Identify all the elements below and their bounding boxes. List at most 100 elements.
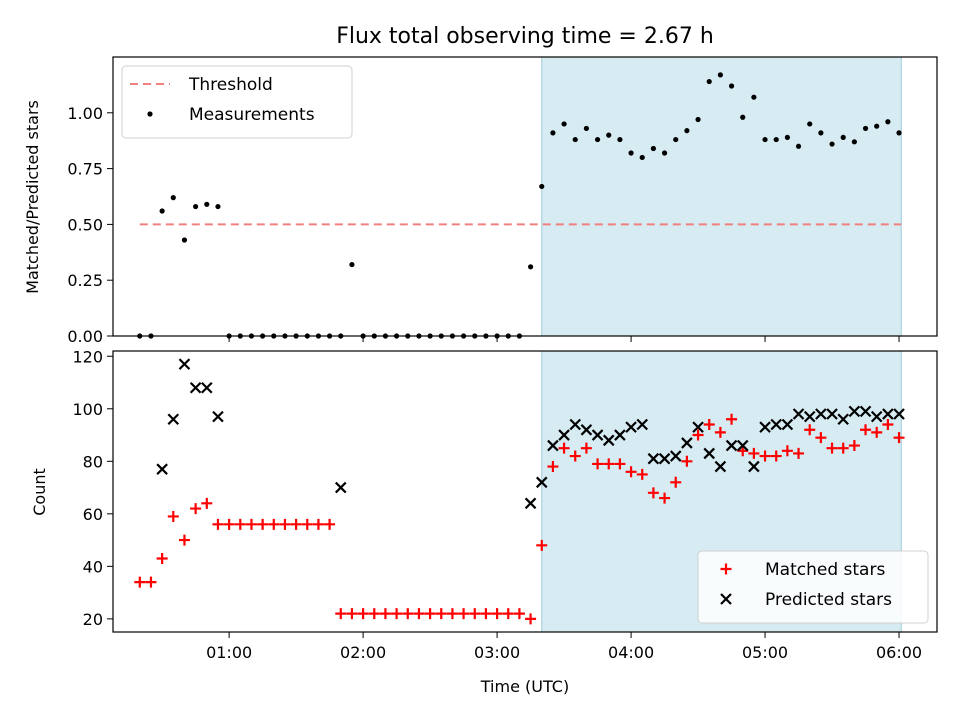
top-legend: Threshold Measurements — [121, 65, 353, 139]
top-y-tick-label: 0.75 — [67, 160, 103, 179]
measurement-point — [159, 208, 165, 214]
measurement-point — [773, 136, 779, 143]
measurement-point — [862, 125, 869, 132]
matched-stars-point — [201, 497, 213, 509]
matched-stars-point — [804, 424, 816, 436]
bottom-x-tick-label: 03:00 — [474, 643, 520, 662]
measurement-point — [885, 119, 891, 125]
bottom-x-tick-label: 05:00 — [742, 643, 788, 662]
predicted-stars-point — [167, 413, 180, 426]
matched-stars-point — [647, 487, 659, 499]
predicted-stars-point — [759, 421, 771, 433]
matched-stars-point — [212, 518, 224, 530]
bottom-y-tick-label: 120 — [72, 347, 103, 366]
matched-stars-point — [569, 450, 581, 462]
measurement-point — [840, 134, 846, 140]
matched-stars-point — [234, 518, 246, 530]
measurement-point — [650, 145, 657, 152]
bottom-x-tick-label: 01:00 — [206, 643, 252, 662]
measurement-point — [561, 121, 567, 127]
chart-title: Flux total observing time = 2.67 h — [336, 24, 714, 49]
predicted-stars-point — [614, 429, 626, 441]
matched-stars-point — [837, 442, 849, 454]
matched-stars-point — [190, 503, 202, 515]
predicted-stars-point — [692, 421, 704, 433]
measurement-point — [349, 261, 355, 268]
predicted-stars-point — [569, 418, 582, 431]
bottom-series-2 — [156, 358, 905, 510]
top-series-1 — [137, 72, 902, 339]
top-panel: 0.00 0.25 0.50 0.75 1.00 Threshold Measurement… — [67, 56, 938, 346]
predicted-stars-point — [770, 418, 782, 431]
matched-stars-point — [536, 539, 548, 551]
matched-stars-point — [156, 552, 168, 564]
legend-matched-handle — [720, 563, 732, 575]
legend-label: Measurements — [189, 105, 315, 125]
matched-stars-point — [391, 608, 403, 620]
top-y-axis-label: Matched/Predicted stars — [23, 100, 42, 294]
matched-stars-point — [737, 445, 749, 457]
matched-stars-point — [290, 518, 302, 530]
matched-stars-point — [848, 440, 860, 452]
matched-stars-point — [670, 476, 682, 488]
measurement-point — [617, 136, 623, 143]
matched-stars-point — [893, 432, 905, 444]
matched-stars-point — [681, 455, 693, 467]
matched-stars-point — [871, 426, 883, 438]
measurement-point — [539, 183, 545, 190]
matched-stars-point — [726, 413, 738, 425]
matched-stars-point — [748, 447, 760, 459]
matched-stars-point — [592, 458, 604, 470]
bottom-y-tick-label: 100 — [72, 400, 103, 419]
measurement-point — [204, 201, 210, 207]
predicted-stars-point — [803, 410, 816, 423]
predicted-stars-point — [826, 408, 838, 420]
top-shaded-span — [541, 56, 902, 337]
predicted-stars-point — [602, 434, 615, 447]
measurement-point — [550, 130, 556, 136]
legend-box — [697, 550, 929, 624]
legend-label: Threshold — [188, 75, 273, 95]
measurement-point — [851, 139, 857, 145]
measurement-point — [818, 130, 824, 136]
matched-stars-point — [525, 613, 537, 625]
bottom-x-tick-label: 06:00 — [876, 643, 922, 662]
predicted-stars-point — [580, 424, 593, 436]
measurement-point — [695, 116, 701, 123]
top-y-tick-label: 0.50 — [67, 215, 103, 234]
predicted-stars-point — [893, 408, 905, 420]
matched-stars-point — [424, 608, 436, 620]
measurement-point — [661, 150, 668, 156]
matched-stars-point — [279, 518, 291, 530]
legend-box — [121, 65, 353, 139]
matched-stars-point — [491, 608, 503, 620]
predicted-stars-point — [703, 447, 716, 460]
measurement-point — [583, 125, 590, 132]
top-y-tick-label: 1.00 — [67, 104, 103, 123]
matched-stars-point — [167, 510, 179, 522]
bottom-y-tick-label: 20 — [83, 610, 103, 629]
legend-label: Predicted stars — [765, 590, 892, 610]
measurement-point — [807, 121, 813, 127]
predicted-stars-point — [815, 408, 827, 420]
predicted-stars-point — [535, 476, 548, 489]
measurement-point — [170, 195, 176, 201]
matched-stars-point — [614, 458, 626, 470]
matched-stars-point — [580, 442, 592, 454]
legend-label: Matched stars — [765, 560, 885, 580]
predicted-stars-point — [781, 418, 794, 431]
predicted-stars-point — [870, 410, 883, 423]
predicted-stars-point — [725, 439, 738, 452]
matched-stars-point — [480, 608, 492, 620]
bottom-y-tick-label: 40 — [83, 557, 103, 576]
predicted-stars-point — [748, 460, 760, 473]
measurement-point — [728, 83, 735, 89]
predicted-stars-point — [681, 437, 693, 449]
measurement-point — [829, 141, 835, 147]
bottom-series-1 — [134, 413, 905, 625]
measurement-point — [784, 134, 790, 140]
predicted-stars-point — [882, 408, 894, 420]
x-axis-label: Time (UTC) — [480, 677, 569, 696]
matched-stars-point — [346, 608, 358, 620]
